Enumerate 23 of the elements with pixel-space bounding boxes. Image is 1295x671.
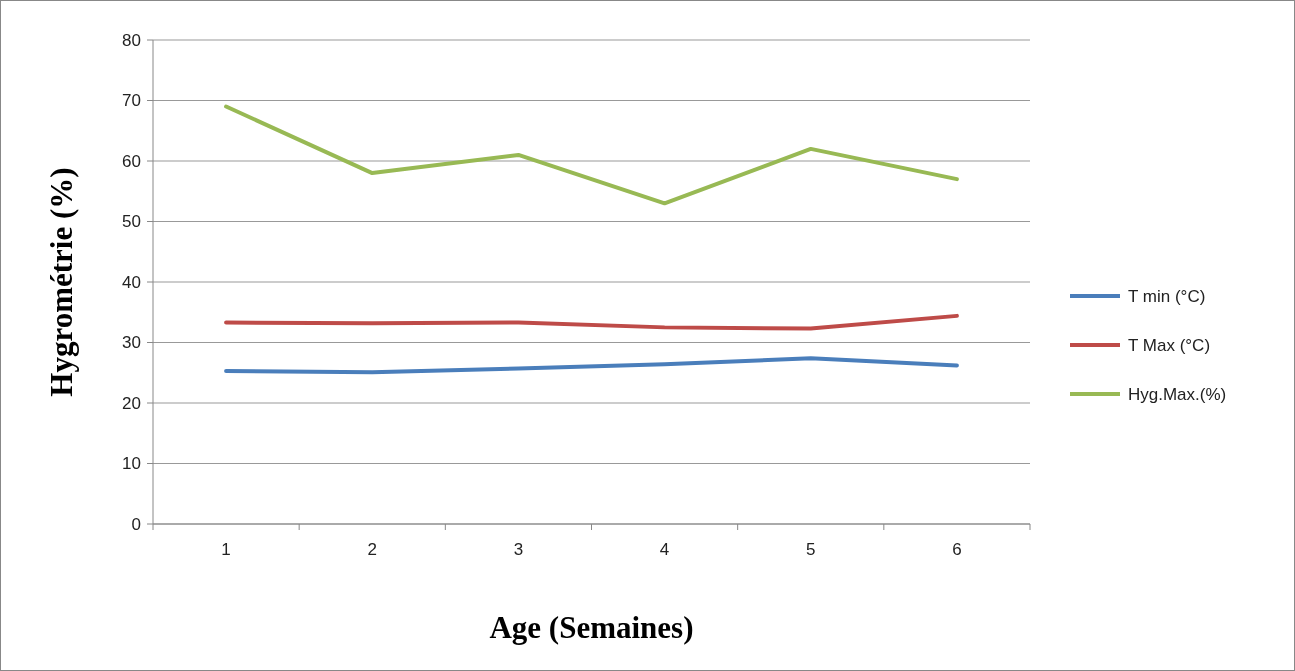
x-tick-label: 3 [513, 540, 524, 559]
x-axis-title: Age (Semaines) [489, 610, 694, 645]
y-tick-label: 0 [131, 514, 141, 534]
legend-label: T Max (°C) [1128, 335, 1211, 355]
y-tick-label: 10 [122, 454, 141, 474]
y-tick-label: 40 [122, 272, 141, 292]
y-tick-label: 70 [122, 91, 141, 111]
legend-label: T min (°C) [1128, 286, 1206, 306]
y-tick-label: 60 [122, 151, 141, 171]
line-series [224, 356, 959, 375]
y-axis-title: Hygrométrie (%) [44, 167, 79, 397]
x-tick-label: 2 [367, 540, 377, 559]
y-tick-label: 20 [122, 393, 141, 413]
y-tick-label: 30 [122, 333, 141, 353]
x-tick-label: 4 [659, 540, 670, 559]
x-tick-label: 6 [952, 540, 962, 559]
line-series [224, 104, 959, 206]
x-tick-label: 5 [806, 540, 816, 559]
line-series [224, 313, 959, 331]
y-tick-label: 80 [122, 30, 141, 50]
legend-label: Hyg.Max.(%) [1128, 384, 1227, 404]
x-tick-label: 1 [221, 540, 231, 559]
y-tick-label: 50 [122, 212, 141, 232]
